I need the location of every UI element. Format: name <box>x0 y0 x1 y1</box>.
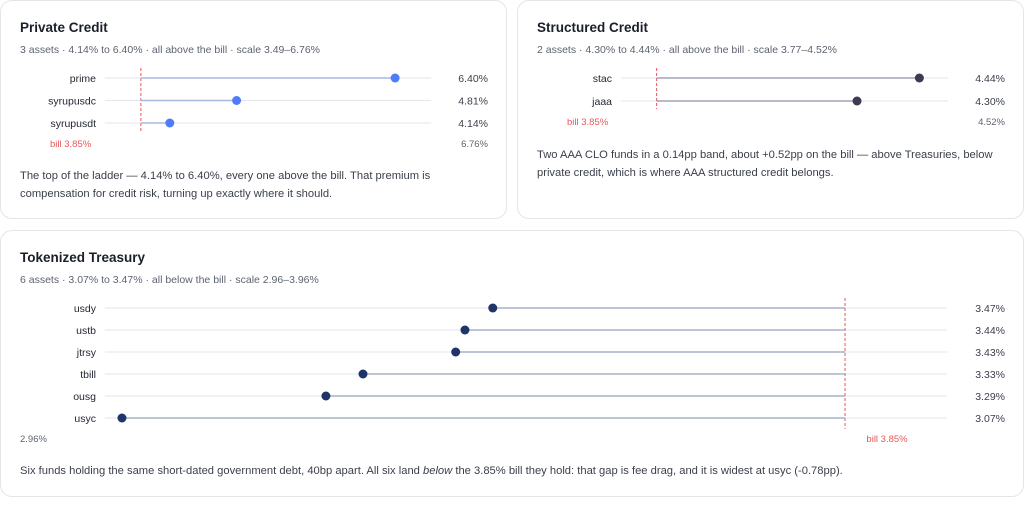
category-label: stac <box>593 73 612 85</box>
category-label: syrupusdc <box>48 96 96 108</box>
description-text: Six funds holding the same short-dated g… <box>20 465 423 477</box>
data-point <box>852 96 862 106</box>
panel-description: Two AAA CLO funds in a 0.14pp band, abou… <box>537 149 993 179</box>
value-label: 3.07% <box>975 413 1005 425</box>
category-label: jaaa <box>591 96 612 108</box>
panel-subtitle: 6 assets · 3.07% to 3.47% · all below th… <box>20 274 319 286</box>
data-point <box>390 73 400 83</box>
panel-description: Six funds holding the same short-dated g… <box>20 462 980 480</box>
panel-title: Structured Credit <box>537 20 649 35</box>
bill-label: bill 3.85% <box>50 139 92 150</box>
value-label: 3.44% <box>975 325 1005 337</box>
panel-subtitle: 2 assets · 4.30% to 4.44% · all above th… <box>537 44 838 56</box>
bill-label: bill 3.85% <box>567 117 609 128</box>
panel-title: Private Credit <box>20 20 108 35</box>
private-credit-chart: prime 6.40% syrupusdc 4.81% syrupusdt 4.14% bi… <box>48 68 489 150</box>
value-label: 4.30% <box>975 96 1005 108</box>
category-label: prime <box>70 73 96 85</box>
category-label: usyc <box>74 413 96 425</box>
value-label: 4.44% <box>975 73 1005 85</box>
panel-title: Tokenized Treasury <box>20 250 146 265</box>
data-point <box>232 96 242 105</box>
data-point <box>914 73 924 83</box>
structured-credit-chart: stac 4.44% jaaa 4.30% bill 3.85% 4.52% <box>567 68 1006 128</box>
panel-subtitle: 3 assets · 4.14% to 6.40% · all above th… <box>20 44 321 56</box>
category-label: syrupusdt <box>50 118 96 130</box>
data-point <box>488 303 498 313</box>
data-point <box>358 369 368 379</box>
value-label: 3.29% <box>975 391 1005 403</box>
category-label: jtrsy <box>76 347 97 359</box>
category-label: ousg <box>73 391 96 403</box>
bill-label: bill 3.85% <box>866 434 908 445</box>
value-label: 3.33% <box>975 369 1005 381</box>
value-label: 4.81% <box>458 96 488 108</box>
category-label: tbill <box>80 369 96 381</box>
tokenized-treasury-chart: usdy 3.47% ustb 3.44% jtrsy 3.43% tbill 3.33% ou… <box>20 298 1005 445</box>
category-label: usdy <box>74 303 97 315</box>
value-label: 3.47% <box>975 303 1005 315</box>
value-label: 3.43% <box>975 347 1005 359</box>
data-point <box>451 347 461 357</box>
description-emphasis: below <box>423 465 453 477</box>
scale-max-label: 6.76% <box>461 139 488 150</box>
value-label: 6.40% <box>458 73 488 85</box>
data-point <box>117 413 127 423</box>
data-point <box>321 391 331 401</box>
tokenized-treasury-card: Tokenized Treasury 6 assets · 3.07% to 3… <box>0 230 1024 497</box>
private-credit-card: Private Credit 3 assets · 4.14% to 6.40%… <box>0 0 507 219</box>
scale-min-label: 2.96% <box>20 434 47 445</box>
data-point <box>460 325 470 335</box>
data-point <box>165 118 175 128</box>
category-label: ustb <box>76 325 96 337</box>
scale-max-label: 4.52% <box>978 117 1005 128</box>
panel-description: The top of the ladder — 4.14% to 6.40%, … <box>20 170 431 200</box>
structured-credit-card: Structured Credit 2 assets · 4.30% to 4.… <box>517 0 1024 219</box>
value-label: 4.14% <box>458 118 488 130</box>
description-text: the 3.85% bill they hold: that gap is fe… <box>452 465 843 477</box>
